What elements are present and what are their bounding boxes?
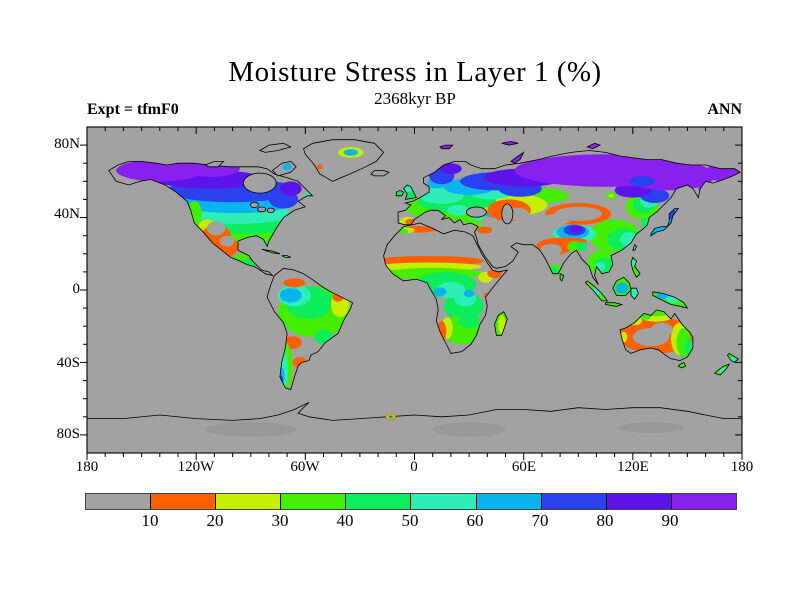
colorbar-tick-label: 10 [141, 511, 159, 530]
colorbar-segment [346, 494, 412, 509]
world-map [80, 126, 743, 460]
experiment-label: Expt = tfmF0 [87, 101, 179, 118]
lon-tick-label: 0 [410, 459, 418, 475]
colorbar-segment [86, 494, 152, 509]
colorbar-segment [476, 494, 542, 509]
lon-tick-label: 180 [75, 459, 99, 475]
lon-tick-label: 60W [290, 459, 320, 475]
lat-tick-label: 80S [56, 426, 80, 442]
lat-tick-label: 0 [72, 281, 81, 297]
lat-tick-label: 40S [56, 355, 80, 371]
lon-tick-label: 120W [177, 459, 215, 475]
page-subtitle: 2368kyr BP [374, 89, 456, 108]
colorbar-tick-label: 40 [336, 511, 354, 530]
colorbar-tick-label: 90 [661, 511, 679, 530]
colorbar [85, 493, 737, 510]
colorbar-tick-label: 30 [271, 511, 289, 530]
colorbar-segment [281, 494, 347, 509]
lon-tick-label: 60E [511, 459, 537, 475]
colorbar-tick-label: 70 [531, 511, 549, 530]
colorbar-segment [606, 494, 672, 509]
colorbar-tick-label: 80 [596, 511, 614, 530]
grid-dot-texture [87, 127, 742, 453]
colorbar-segment [216, 494, 282, 509]
colorbar-tick-label: 50 [401, 511, 419, 530]
page-title: Moisture Stress in Layer 1 (%) [228, 56, 602, 88]
map-layers [87, 127, 742, 453]
season-label: ANN [707, 101, 742, 118]
colorbar-segment [151, 494, 217, 509]
lat-tick-label: 40N [54, 206, 80, 222]
colorbar-segment [541, 494, 607, 509]
colorbar-tick-label: 20 [206, 511, 224, 530]
colorbar-segment [671, 494, 736, 509]
colorbar-segment [411, 494, 477, 509]
lat-tick-label: 80N [54, 136, 80, 152]
colorbar-tick-label: 60 [466, 511, 484, 530]
axis-ticks [80, 127, 743, 460]
lon-tick-label: 180 [730, 459, 754, 475]
lon-tick-label: 120E [617, 459, 649, 475]
